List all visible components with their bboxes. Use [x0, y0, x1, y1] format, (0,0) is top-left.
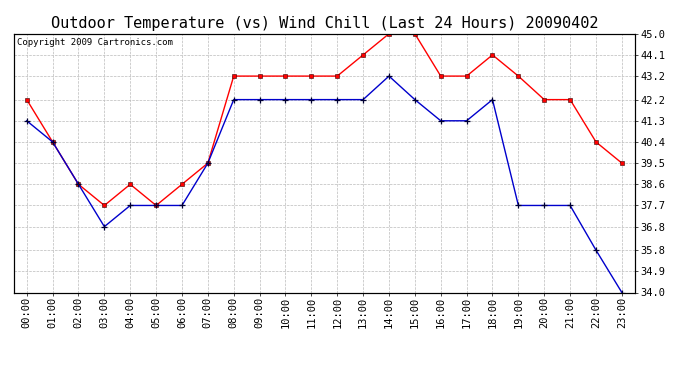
Text: Copyright 2009 Cartronics.com: Copyright 2009 Cartronics.com — [17, 38, 172, 46]
Title: Outdoor Temperature (vs) Wind Chill (Last 24 Hours) 20090402: Outdoor Temperature (vs) Wind Chill (Las… — [50, 16, 598, 31]
